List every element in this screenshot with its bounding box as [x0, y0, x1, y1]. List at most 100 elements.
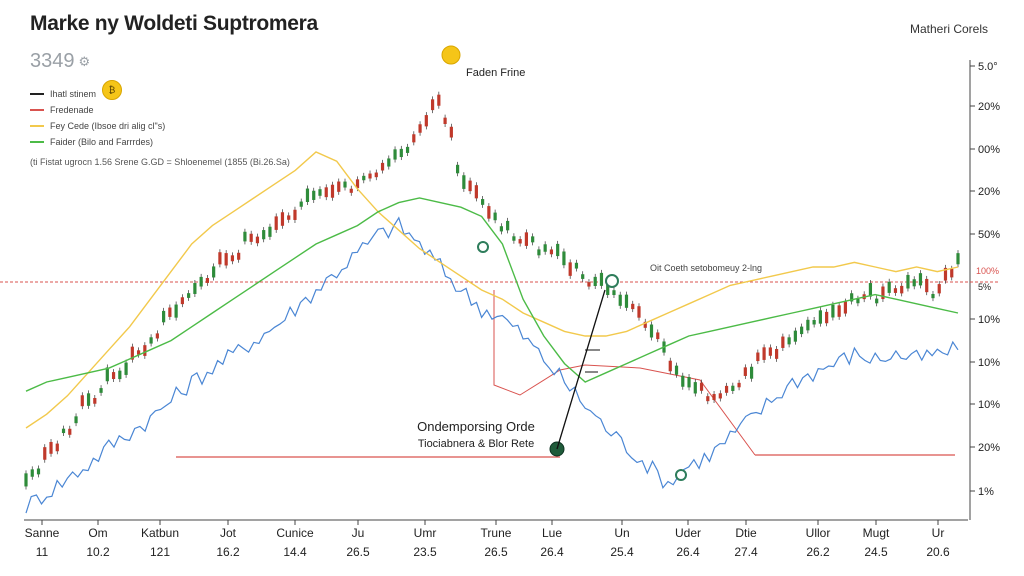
order-annotation-line2: Tiociabnera & Blor Rete	[418, 438, 534, 450]
candle-body	[462, 175, 466, 189]
candle-body	[837, 305, 841, 317]
candle-body	[806, 319, 810, 331]
legend-swatch	[30, 141, 44, 143]
series-line-green	[25, 197, 959, 392]
x-tick-label: Trune	[481, 526, 512, 540]
candle-body	[405, 146, 410, 153]
candle-body	[649, 324, 654, 338]
x-tick-sublabel: 25.4	[610, 545, 634, 559]
candle-body	[724, 385, 729, 393]
y-tick-label: 5.0°	[978, 61, 998, 73]
candle-body	[368, 173, 372, 179]
x-tick-sublabel: 20.6	[926, 545, 950, 559]
legend-swatch	[30, 125, 44, 127]
legend: Ihatl stinem Fredenade Fey Cede (Ibsoe d…	[30, 86, 290, 170]
y-tick-label-small: 5%	[978, 282, 991, 292]
candle-body	[205, 278, 209, 283]
candle-body	[230, 255, 235, 262]
cross-annotation: Oit Coeth setobomeuy 2-lng	[650, 263, 762, 273]
candle-body	[355, 179, 360, 189]
candle-body	[74, 416, 78, 424]
candle-body	[86, 393, 91, 406]
candle-body	[274, 216, 278, 230]
x-tick-label: Ju	[352, 526, 365, 540]
candle-body	[606, 284, 610, 296]
legend-label: Ihatl stinem	[50, 89, 97, 99]
series-line-yellow	[25, 151, 959, 429]
candle-body	[474, 185, 478, 199]
candle-body	[487, 206, 491, 219]
candle-body	[118, 370, 122, 380]
legend-item: Fredenade	[30, 102, 290, 118]
candle-body	[105, 367, 109, 382]
candle-body	[937, 284, 941, 294]
candle-body	[362, 175, 366, 181]
price-value: 3349	[30, 50, 75, 72]
candle-body	[499, 226, 503, 232]
candle-body	[912, 279, 916, 287]
candle-body	[543, 244, 547, 252]
series-line-blue	[25, 216, 959, 514]
candle-body	[168, 307, 172, 317]
candle-body	[731, 385, 735, 391]
x-tick-label: Un	[614, 526, 629, 540]
candle-body	[449, 126, 453, 138]
candle-body	[800, 326, 804, 335]
candle-body	[512, 236, 516, 241]
candle-body	[174, 304, 178, 318]
order-annotation-line1: Ondemporsing Orde	[417, 419, 535, 434]
candle-body	[455, 164, 460, 174]
legend-item: Ihatl stinem	[30, 86, 290, 102]
candle-body	[743, 367, 747, 376]
candle-body	[55, 443, 59, 452]
candle-body	[831, 304, 835, 318]
candle-body	[637, 306, 641, 318]
candle-body	[430, 99, 435, 111]
candle-body	[162, 310, 166, 323]
candle-body	[587, 282, 591, 287]
candle-body	[312, 190, 316, 200]
candle-body	[268, 226, 272, 237]
candle-body	[43, 447, 47, 460]
x-tick-label: Sanne	[25, 526, 60, 540]
x-tick-sublabel: 26.5	[346, 545, 370, 559]
candle-body	[493, 212, 497, 221]
settings-icon[interactable]: ⚙	[78, 53, 91, 69]
y-tick-label-red: 100%	[976, 266, 999, 276]
candle-body	[568, 262, 572, 276]
candle-body	[656, 332, 660, 340]
candle-body	[549, 249, 554, 255]
candle-body	[30, 469, 34, 477]
candle-body	[287, 215, 291, 220]
candle-body	[693, 382, 697, 394]
candle-body	[387, 158, 391, 167]
candle-body	[668, 360, 672, 372]
legend-note: (ti Fistat ugrocn 1.56 Srene G.GD = Shlo…	[30, 157, 290, 167]
candle-body	[749, 366, 754, 379]
candle-body	[562, 251, 566, 266]
candle-body	[93, 398, 97, 404]
legend-swatch	[30, 109, 44, 111]
candle-body	[868, 283, 873, 297]
candle-body	[24, 473, 28, 487]
candle-body	[925, 278, 929, 293]
candle-body	[893, 288, 898, 293]
candle-body	[699, 382, 704, 391]
candle-body	[124, 362, 128, 375]
legend-item: Fey Cede (Ibsoe dri alig cl"s)	[30, 118, 290, 134]
candle-body	[768, 347, 772, 356]
y-tick-label: 20%	[978, 186, 1000, 198]
x-tick-sublabel: 24.5	[864, 545, 888, 559]
candle-body	[80, 395, 84, 407]
candle-body	[737, 382, 741, 388]
x-tick-sublabel: 10.2	[86, 545, 110, 559]
y-tick-label: 20%	[978, 442, 1000, 454]
legend-label: Fredenade	[50, 105, 94, 115]
candle-body	[324, 187, 328, 198]
x-tick-sublabel: 23.5	[413, 545, 437, 559]
candle-body	[687, 377, 691, 388]
candle-body	[574, 262, 579, 269]
candle-body	[481, 199, 485, 205]
candle-body	[593, 276, 597, 287]
candle-body	[518, 239, 522, 244]
